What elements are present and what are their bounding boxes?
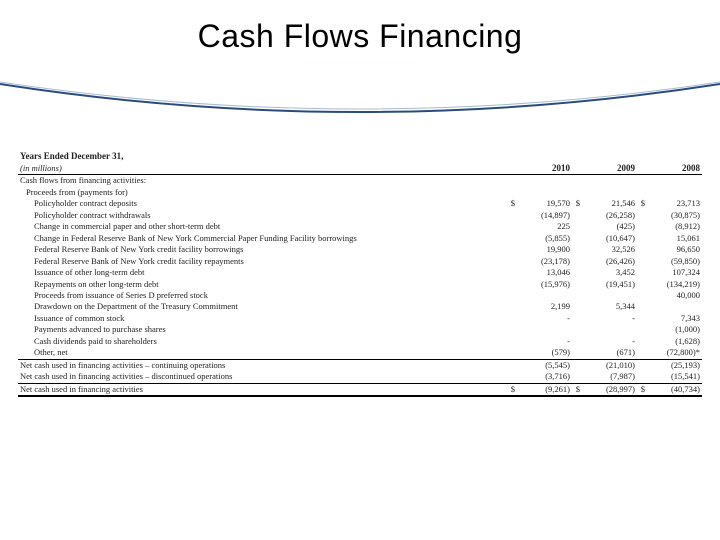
table-row: Change in commercial paper and other sho… (18, 221, 702, 232)
col-2008: 2008 (647, 162, 702, 175)
table-row: Other, net(579)(671)(72,800)* (18, 347, 702, 359)
table-row: Payments advanced to purchase shares(1,0… (18, 324, 702, 335)
table-row: Issuance of common stock--7,343 (18, 313, 702, 324)
unit-label: (in millions) (18, 162, 507, 175)
financial-table: Years Ended December 31, (in millions) 2… (18, 150, 702, 397)
table-row: Issuance of other long-term debt13,0463,… (18, 267, 702, 278)
slide-title: Cash Flows Financing (0, 18, 720, 55)
subtotal-row: Net cash used in financing activities – … (18, 371, 702, 383)
subtotal-row: Net cash used in financing activities – … (18, 359, 702, 371)
table-row: Repayments on other long-term debt(15,97… (18, 279, 702, 290)
years-label: Years Ended December 31, (18, 150, 507, 162)
col-2010: 2010 (517, 162, 572, 175)
table-row: Proceeds from issuance of Series D prefe… (18, 290, 702, 301)
table-row: Change in Federal Reserve Bank of New Yo… (18, 233, 702, 244)
table-row: Drawdown on the Department of the Treasu… (18, 301, 702, 312)
col-2009: 2009 (582, 162, 637, 175)
decorative-swoosh (0, 62, 720, 132)
table-row: Policyholder contract deposits$19,570$21… (18, 198, 702, 209)
table-row: Federal Reserve Bank of New York credit … (18, 244, 702, 255)
table-row: Federal Reserve Bank of New York credit … (18, 256, 702, 267)
total-row: Net cash used in financing activities$(9… (18, 383, 702, 396)
section-heading: Cash flows from financing activities: (18, 175, 507, 187)
table-row: Policyholder contract withdrawals(14,897… (18, 210, 702, 221)
proceeds-label: Proceeds from (payments for) (18, 187, 507, 198)
table-row: Cash dividends paid to shareholders--(1,… (18, 336, 702, 347)
